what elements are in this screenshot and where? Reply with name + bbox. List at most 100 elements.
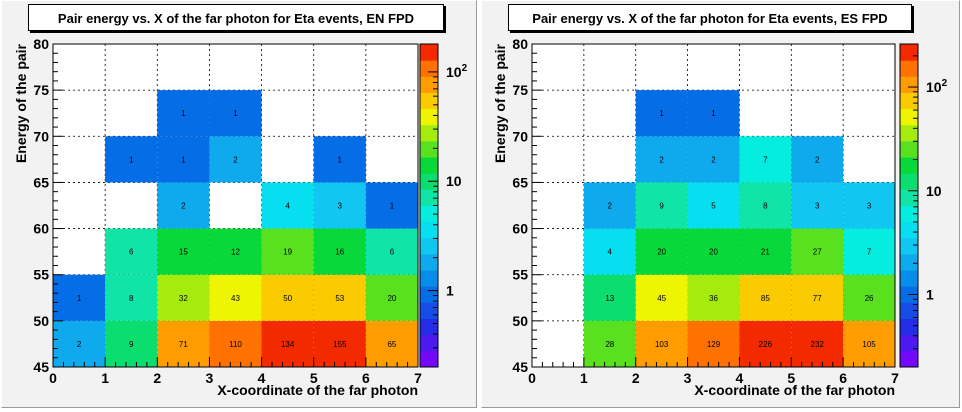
color-bar-band <box>900 205 918 223</box>
color-bar-band <box>420 124 438 142</box>
y-tick-label: 70 <box>33 128 49 144</box>
heatmap-cell <box>739 228 792 275</box>
heatmap-cell <box>843 228 895 275</box>
y-tick-label: 55 <box>512 267 528 283</box>
heatmap-cell <box>313 320 366 367</box>
cell-value-label: 105 <box>862 340 876 349</box>
color-bar: 1 10 102 <box>899 43 948 368</box>
heatmap-cell <box>209 228 262 275</box>
cell-value-label: 65 <box>387 340 396 349</box>
cell-value-label: 103 <box>655 340 669 349</box>
cell-value-label: 16 <box>335 248 344 257</box>
color-bar-frame <box>899 43 919 368</box>
y-tick-label: 65 <box>512 174 528 190</box>
cell-value-label: 1 <box>390 202 395 211</box>
y-tick-label: 55 <box>33 267 49 283</box>
cell-value-label: 155 <box>333 340 347 349</box>
heatmap-cell <box>157 90 210 137</box>
heatmap-en-fpd: 2 9 71 110 134 155 651 8 32 43 50 53 206 15 12 19 16 62 4 3… <box>13 36 468 398</box>
x-axis: 0 1 2 3 4 5 6 7X-coordinate of the far photon <box>528 357 899 398</box>
color-bar-band <box>420 140 438 158</box>
color-bar-band <box>900 318 918 336</box>
color-bar-band <box>900 270 918 287</box>
cell-value-label: 15 <box>179 248 188 257</box>
cell-value-label: 13 <box>605 294 614 303</box>
color-bar-band <box>900 124 918 142</box>
heatmap-cell <box>261 182 314 229</box>
plot-frame <box>52 43 419 368</box>
cell-value-label: 1 <box>129 155 134 164</box>
color-bar-tick-exponent: 2 <box>942 78 948 89</box>
color-bar-band <box>900 76 918 93</box>
cell-value-label: 8 <box>763 202 768 211</box>
cell-value-label: 2 <box>181 202 186 211</box>
heatmap-cell <box>583 274 636 321</box>
heatmap-cell <box>843 320 895 367</box>
cell-value-label: 2 <box>77 340 82 349</box>
heatmap-cell <box>739 136 792 183</box>
x-tick-label: 1 <box>580 370 588 386</box>
x-tick-label: 3 <box>684 370 692 386</box>
color-bar-band <box>900 302 918 320</box>
heatmap-cell <box>313 136 366 183</box>
y-tick-label: 60 <box>512 221 528 237</box>
cell-value-label: 7 <box>867 248 872 257</box>
heatmap-cell <box>687 274 740 321</box>
color-bar-band <box>420 334 438 352</box>
x-tick-label: 5 <box>787 370 795 386</box>
heatmap-cell <box>791 274 844 321</box>
x-tick-label: 0 <box>49 370 57 386</box>
cell-value-label: 1 <box>77 294 82 303</box>
heatmap-cell <box>157 320 210 367</box>
cell-value-label: 32 <box>179 294 188 303</box>
chart-title-box: Pair energy vs. X of the far photon for … <box>28 4 444 31</box>
heatmap-cell <box>635 182 688 229</box>
color-bar-band <box>420 76 438 93</box>
heatmap-cell <box>687 228 740 275</box>
color-bar-tick-exponent: 2 <box>462 63 468 74</box>
cell-value-label: 20 <box>387 294 396 303</box>
cell-value-label: 8 <box>129 294 134 303</box>
cell-value-label: 4 <box>285 202 290 211</box>
heatmap-cell <box>313 228 366 275</box>
heatmap-cell <box>53 274 106 321</box>
cell-value-label: 19 <box>283 248 292 257</box>
color-bar-band <box>900 237 918 255</box>
plot-frame <box>531 43 896 368</box>
color-bar-band <box>900 108 918 126</box>
color-bar-band <box>420 302 438 320</box>
heatmap-cell <box>365 274 418 321</box>
x-axis: 0 1 2 3 4 5 6 7X-coordinate of the far photon <box>49 357 422 398</box>
x-tick-label: 1 <box>101 370 109 386</box>
cell-value-label: 3 <box>338 202 343 211</box>
color-bar-tick-label: 10 <box>446 173 462 189</box>
heatmap-cell <box>739 182 792 229</box>
heatmap-cell <box>843 274 895 321</box>
cell-value-label: 1 <box>338 155 343 164</box>
color-bar-band <box>900 253 918 271</box>
pad-en-fpd: Pair energy vs. X of the far photon for … <box>1 0 477 408</box>
x-tick-label: 7 <box>891 370 899 386</box>
cell-value-label: 7 <box>763 155 768 164</box>
color-bar-tick-label: 102 <box>926 78 948 95</box>
heatmap-cell <box>105 320 158 367</box>
cell-value-label: 20 <box>657 248 666 257</box>
cell-value-label: 50 <box>283 294 292 303</box>
color-bar-band <box>420 157 438 174</box>
color-bar-band <box>420 92 438 110</box>
cell-value-label: 85 <box>761 294 770 303</box>
y-tick-label: 45 <box>33 359 49 375</box>
x-axis-label: X-coordinate of the far photon <box>694 382 895 398</box>
heatmap-cell <box>157 182 210 229</box>
color-bar-band <box>420 253 438 271</box>
cell-value-label: 2 <box>608 202 613 211</box>
cell-value-label: 12 <box>231 248 240 257</box>
heatmap-cell <box>209 90 262 137</box>
heatmap-cell <box>365 320 418 367</box>
y-tick-label: 50 <box>512 313 528 329</box>
color-bar: 1 10 102 <box>419 43 468 368</box>
color-bar-band <box>900 221 918 239</box>
